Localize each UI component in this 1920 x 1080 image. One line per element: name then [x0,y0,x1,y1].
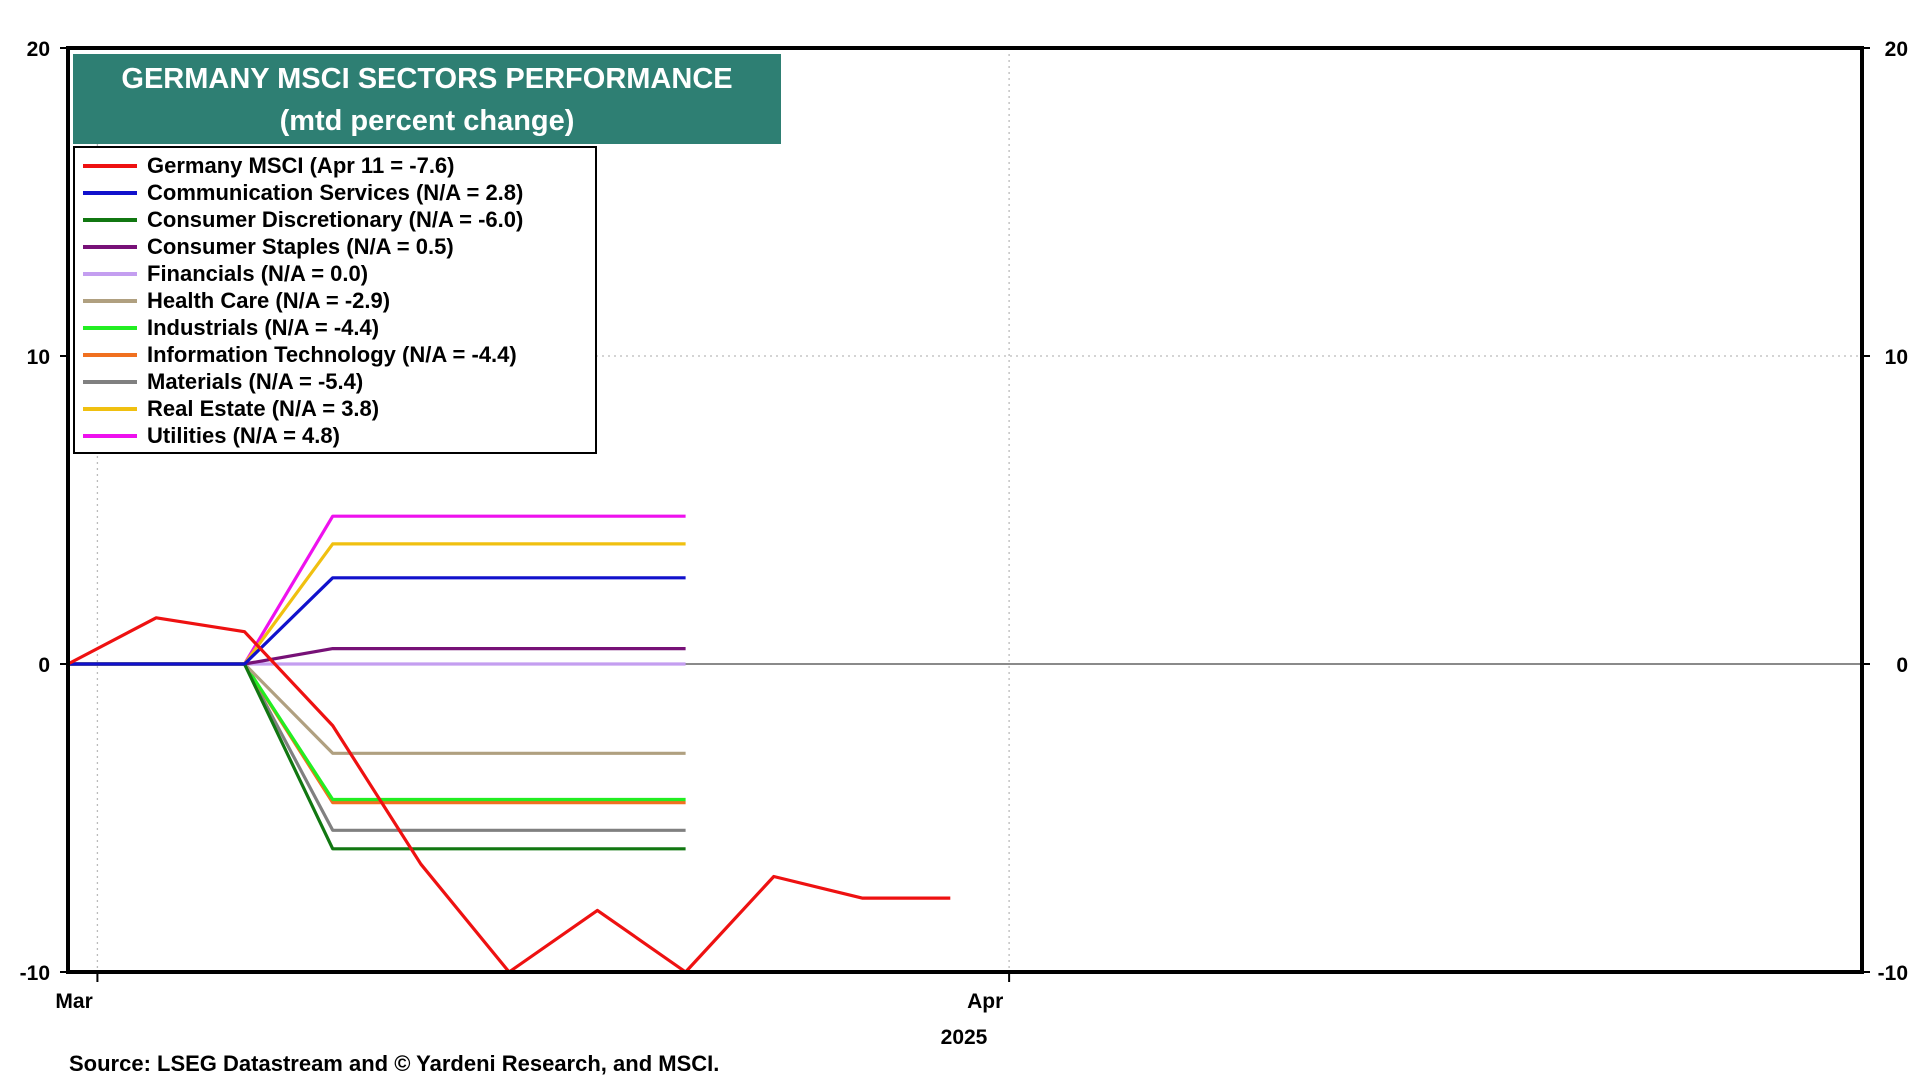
legend-swatch [83,298,137,303]
chart-title: GERMANY MSCI SECTORS PERFORMANCE [121,63,733,95]
axis-layer: -10 -10 0 0 10 10 20 20 Mar Apr 2025 [20,38,1908,1049]
legend-swatch [83,190,137,195]
series-line [68,542,686,666]
chart-title-box: GERMANY MSCI SECTORS PERFORMANCE (mtd pe… [73,54,781,144]
legend-label: Information Technology (N/A = -4.4) [147,341,517,367]
legend-entry: Health Care (N/A = -2.9) [75,287,595,314]
legend-label: Health Care (N/A = -2.9) [147,287,391,313]
series-line [68,662,686,755]
series-line [68,662,686,805]
legend: Germany MSCI (Apr 11 = -7.6) Communicatio… [73,146,597,454]
legend-entry: Communication Services (N/A = 2.8) [75,179,595,206]
series-line [68,662,686,802]
y-tick-label-right: 20 [1885,38,1908,61]
legend-swatch [83,163,137,168]
legend-swatch [83,379,137,384]
y-tick-label-left: 20 [27,38,50,61]
chart-subtitle: (mtd percent change) [279,105,575,137]
series-line [68,514,686,666]
legend-entry: Consumer Discretionary (N/A = -6.0) [75,206,595,233]
y-tick-label-left: -10 [20,962,50,985]
source-note: Source: LSEG Datastream and © Yardeni Re… [69,1051,720,1076]
legend-swatch [83,244,137,249]
x-tick-label: Mar [55,990,92,1013]
legend-label: Utilities (N/A = 4.8) [147,422,340,448]
y-tick-label-left: 0 [38,654,50,677]
legend-label: Real Estate (N/A = 3.8) [147,395,380,421]
legend-entry: Materials (N/A = -5.4) [75,368,595,395]
legend-entry: Information Technology (N/A = -4.4) [75,341,595,368]
legend-swatch [83,433,137,438]
legend-label: Industrials (N/A = -4.4) [147,314,380,340]
legend-entry: Germany MSCI (Apr 11 = -7.6) [75,152,595,179]
legend-swatch [83,352,137,357]
series-line [68,662,686,851]
legend-label: Materials (N/A = -5.4) [147,368,364,394]
legend-entry: Consumer Staples (N/A = 0.5) [75,233,595,260]
legend-label: Consumer Staples (N/A = 0.5) [147,233,454,259]
legend-entry: Real Estate (N/A = 3.8) [75,395,595,422]
x-tick-label: Apr [967,990,1003,1013]
legend-entry: Industrials (N/A = -4.4) [75,314,595,341]
legend-label: Financials (N/A = 0.0) [147,260,369,286]
series-line [68,576,686,666]
legend-entry: Utilities (N/A = 4.8) [75,422,595,449]
plot-border [66,46,1864,974]
legend-label: Germany MSCI (Apr 11 = -7.6) [147,152,455,178]
series-line [68,662,686,832]
series-line [67,616,951,974]
series-layer [67,514,951,974]
y-tick-label-right: -10 [1878,962,1908,985]
series-line [68,646,686,666]
x-axis-year-label: 2025 [941,1026,988,1049]
legend-label: Consumer Discretionary (N/A = -6.0) [147,206,524,232]
y-tick-label-left: 10 [27,346,50,369]
y-tick-label-right: 10 [1885,346,1908,369]
legend-label: Communication Services (N/A = 2.8) [147,179,524,205]
plot-frame [66,46,1864,974]
legend-swatch [83,406,137,411]
legend-swatch [83,271,137,276]
y-tick-label-right: 0 [1896,654,1908,677]
legend-swatch [83,325,137,330]
legend-entry: Financials (N/A = 0.0) [75,260,595,287]
legend-swatch [83,217,137,222]
